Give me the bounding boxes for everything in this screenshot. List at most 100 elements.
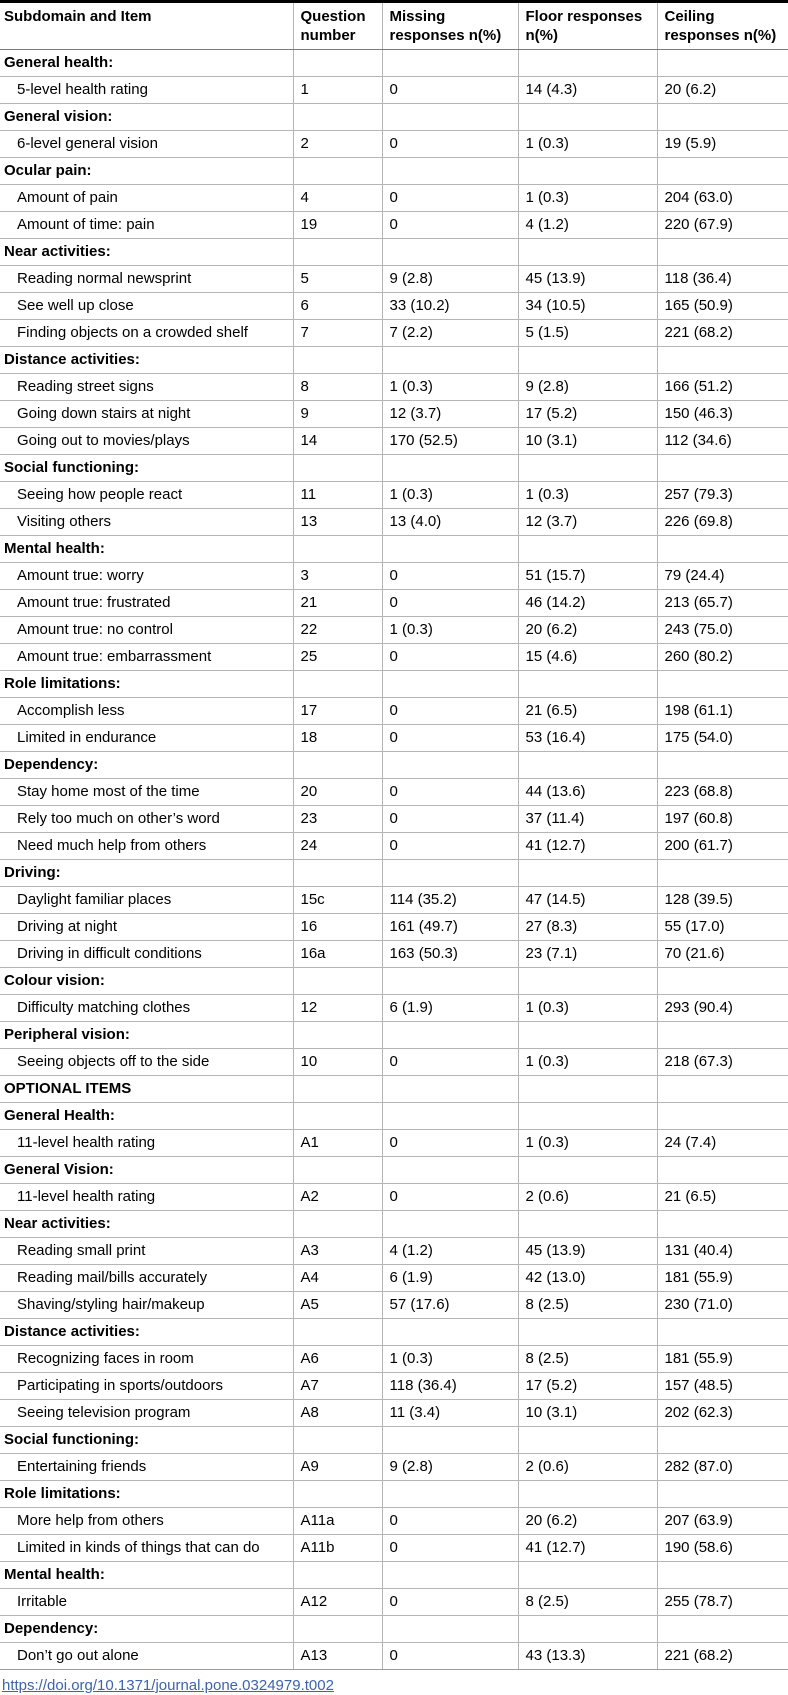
ceiling-responses-cell (656, 859, 788, 887)
question-number-cell: 16 (292, 913, 382, 941)
question-number-cell: 18 (292, 724, 382, 752)
question-number-cell (292, 670, 382, 698)
floor-responses-cell: 23 (7.1) (517, 940, 657, 968)
item-label: 11-level health rating (0, 1129, 293, 1157)
ceiling-responses-cell: 131 (40.4) (656, 1237, 788, 1265)
ceiling-responses-cell: 150 (46.3) (656, 400, 788, 428)
missing-responses-cell: 0 (381, 724, 518, 752)
floor-responses-cell (517, 454, 657, 482)
floor-responses-cell: 1 (0.3) (517, 184, 657, 212)
item-row: Rely too much on other’s word 23 0 37 (11.4… (0, 805, 788, 833)
section-label: Dependency: (0, 1615, 293, 1643)
floor-responses-cell: 20 (6.2) (517, 616, 657, 644)
floor-responses-cell (517, 859, 657, 887)
item-label: Need much help from others (0, 832, 293, 860)
question-number-cell: 10 (292, 1048, 382, 1076)
missing-responses-cell: 0 (381, 697, 518, 725)
question-number-cell (292, 1102, 382, 1130)
item-row: Going out to movies/plays 14 170 (52.5) 10 … (0, 427, 788, 455)
floor-responses-cell: 21 (6.5) (517, 697, 657, 725)
item-label: 5-level health rating (0, 76, 293, 104)
question-number-cell: 25 (292, 643, 382, 671)
item-row: 6-level general vision 2 0 1 (0.3) 19 (5.9) (0, 130, 788, 158)
floor-responses-cell: 1 (0.3) (517, 994, 657, 1022)
item-row: Accomplish less 17 0 21 (6.5) 198 (61.1) (0, 697, 788, 725)
missing-responses-cell: 6 (1.9) (381, 1264, 518, 1292)
question-number-cell (292, 238, 382, 266)
missing-responses-cell (381, 238, 518, 266)
item-row: Seeing how people react 11 1 (0.3) 1 (0.3) 2… (0, 481, 788, 509)
section-label: Social functioning: (0, 454, 293, 482)
question-number-cell: 7 (292, 319, 382, 347)
floor-responses-cell: 27 (8.3) (517, 913, 657, 941)
item-row: Daylight familiar places 15c 114 (35.2) 47 … (0, 886, 788, 914)
question-number-cell: 15c (292, 886, 382, 914)
item-label: Amount true: frustrated (0, 589, 293, 617)
item-label: Amount true: no control (0, 616, 293, 644)
section-header-row: OPTIONAL ITEMS (0, 1075, 788, 1103)
floor-responses-cell: 44 (13.6) (517, 778, 657, 806)
ceiling-responses-cell: 166 (51.2) (656, 373, 788, 401)
item-row: Don’t go out alone A13 0 43 (13.3) 221 (68.2… (0, 1642, 788, 1670)
floor-responses-cell (517, 535, 657, 563)
item-label: Amount of time: pain (0, 211, 293, 239)
missing-responses-cell (381, 1426, 518, 1454)
missing-responses-cell: 1 (0.3) (381, 373, 518, 401)
ceiling-responses-cell (656, 1021, 788, 1049)
missing-responses-cell (381, 157, 518, 185)
ceiling-responses-cell: 157 (48.5) (656, 1372, 788, 1400)
item-label: Daylight familiar places (0, 886, 293, 914)
ceiling-responses-cell (656, 1615, 788, 1643)
floor-responses-cell: 1 (0.3) (517, 481, 657, 509)
missing-responses-cell: 0 (381, 184, 518, 212)
floor-responses-cell (517, 1075, 657, 1103)
item-label: Reading small print (0, 1237, 293, 1265)
floor-responses-cell: 51 (15.7) (517, 562, 657, 590)
floor-responses-cell: 45 (13.9) (517, 265, 657, 293)
missing-responses-cell: 9 (2.8) (381, 265, 518, 293)
item-label: 11-level health rating (0, 1183, 293, 1211)
section-label: OPTIONAL ITEMS (0, 1075, 293, 1103)
item-label: Irritable (0, 1588, 293, 1616)
floor-responses-cell (517, 1021, 657, 1049)
question-number-cell: 24 (292, 832, 382, 860)
section-label: General Health: (0, 1102, 293, 1130)
section-header-row: Peripheral vision: (0, 1021, 788, 1049)
section-header-row: General Health: (0, 1102, 788, 1130)
ceiling-responses-cell (656, 670, 788, 698)
missing-responses-cell: 1 (0.3) (381, 1345, 518, 1373)
ceiling-responses-cell (656, 238, 788, 266)
ceiling-responses-cell: 223 (68.8) (656, 778, 788, 806)
missing-responses-cell: 0 (381, 211, 518, 239)
missing-responses-cell: 0 (381, 130, 518, 158)
question-number-cell (292, 346, 382, 374)
ceiling-responses-cell: 175 (54.0) (656, 724, 788, 752)
missing-responses-cell: 114 (35.2) (381, 886, 518, 914)
question-number-cell: 2 (292, 130, 382, 158)
ceiling-responses-cell: 128 (39.5) (656, 886, 788, 914)
section-header-row: Near activities: (0, 238, 788, 266)
ceiling-responses-cell (656, 967, 788, 995)
floor-responses-cell (517, 1156, 657, 1184)
missing-responses-cell (381, 670, 518, 698)
item-row: Going down stairs at night 9 12 (3.7) 17 (5… (0, 400, 788, 428)
item-row: Seeing television program A8 11 (3.4) 10 (3… (0, 1399, 788, 1427)
item-row: 11-level health rating A2 0 2 (0.6) 21 (6.5) (0, 1183, 788, 1211)
item-label: Seeing objects off to the side (0, 1048, 293, 1076)
item-label: Going down stairs at night (0, 400, 293, 428)
ceiling-responses-cell (656, 454, 788, 482)
ceiling-responses-cell (656, 1210, 788, 1238)
floor-responses-cell: 34 (10.5) (517, 292, 657, 320)
ceiling-responses-cell: 213 (65.7) (656, 589, 788, 617)
floor-responses-cell (517, 1318, 657, 1346)
ceiling-responses-cell: 190 (58.6) (656, 1534, 788, 1562)
missing-responses-cell (381, 1210, 518, 1238)
item-row: Difficulty matching clothes 12 6 (1.9) 1 (0… (0, 994, 788, 1022)
floor-responses-cell: 8 (2.5) (517, 1291, 657, 1319)
item-row: Amount true: frustrated 21 0 46 (14.2) 213 (… (0, 589, 788, 617)
floor-responses-cell: 15 (4.6) (517, 643, 657, 671)
item-row: Visiting others 13 13 (4.0) 12 (3.7) 226 (69… (0, 508, 788, 536)
question-number-cell (292, 1156, 382, 1184)
item-label: Reading mail/bills accurately (0, 1264, 293, 1292)
question-number-cell: A4 (292, 1264, 382, 1292)
